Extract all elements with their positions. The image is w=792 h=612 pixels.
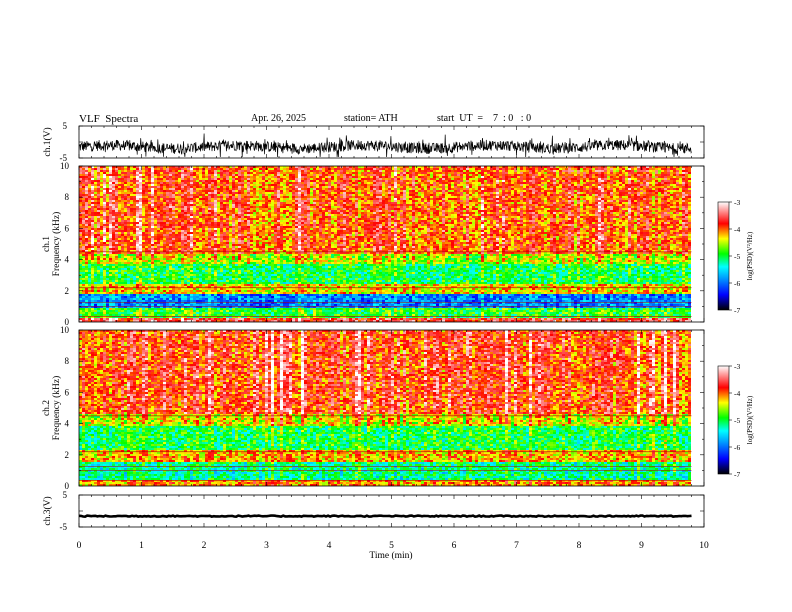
ch2-spectrogram-cells [79,330,691,486]
xtick-label: 0 [77,541,82,551]
ytick-label: 8 [65,356,70,366]
xtick-label: 3 [264,541,269,551]
x-axis-label: Time (min) [369,550,412,561]
x-axis: 0 1 2 3 4 5 6 7 8 9 10 Time (min) [77,541,709,561]
ytick-label: 6 [65,223,70,233]
xtick-label: 2 [202,541,207,551]
xtick-label: 4 [327,541,332,551]
ch3-waveform-ylabel: ch.3(V) [42,496,53,525]
ch1-waveform-trace [79,134,692,158]
colorbar-gradient [718,366,729,474]
colorbar-tick-label: -6 [734,443,740,452]
xtick-label: 8 [577,541,582,551]
xtick-label: 6 [452,541,457,551]
ytick-label: 8 [65,192,70,202]
ytick-label: 2 [65,450,70,460]
ytick-label: -5 [60,522,68,532]
colorbar-tick-label: -3 [734,198,740,207]
colorbar-label: log(PSD)(V²/Hz) [746,395,754,444]
xtick-label: 7 [514,541,519,551]
colorbar-tick-label: -4 [734,225,740,234]
ytick-label: 4 [65,419,70,429]
colorbar-tick-label: -4 [734,389,740,398]
xtick-label: 10 [699,541,709,551]
ch1-waveform: 5-5ch.1(V) [42,121,704,163]
colorbar-tick-label: -7 [734,470,740,479]
ch1-spectrogram-colorbar: -3 -4 -5 -6 -7 log(PSD)(V²/Hz) [718,198,754,315]
ch2-spectrogram-colorbar: -3 -4 -5 -6 -7 log(PSD)(V²/Hz) [718,362,754,479]
colorbar-tick-label: -5 [734,416,740,425]
ytick-label: 4 [65,255,70,265]
xtick-label: 9 [639,541,644,551]
xtick-label: 5 [389,541,394,551]
ch1-waveform-ylabel: ch.1(V) [42,127,53,156]
ytick-label: 6 [65,387,70,397]
ytick-label: 10 [60,161,70,171]
ytick-label: 10 [60,325,70,335]
ch3-waveform-trace [79,516,692,517]
colorbar-label: log(PSD)(V²/Hz) [746,231,754,280]
colorbar-tick-label: -3 [734,362,740,371]
ch1-spectrogram-ylabel: ch.1Frequency (kHz) [42,212,62,277]
ch2-spectrogram-ylabel: ch.2Frequency (kHz) [42,376,62,441]
ytick-label: 5 [63,490,68,500]
ytick-label: 5 [63,121,68,131]
ch3-waveform: 5 -5 ch.3(V) [42,490,704,532]
ch3-waveform-frame [79,495,704,527]
colorbar-tick-label: -7 [734,306,740,315]
xtick-label: 1 [139,541,144,551]
colorbar-tick-label: -5 [734,252,740,261]
ch1-spectrogram-cells [79,166,691,322]
colorbar-tick-label: -6 [734,279,740,288]
colorbar-gradient [718,202,729,310]
ytick-label: 2 [65,286,70,296]
